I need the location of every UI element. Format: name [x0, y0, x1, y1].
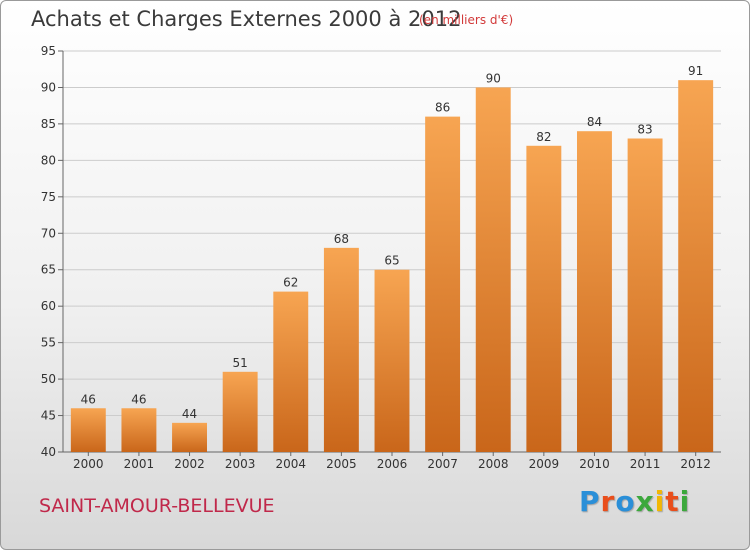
- logo-letter: i: [679, 485, 691, 518]
- data-label: 46: [131, 392, 146, 406]
- y-tick-label: 45: [41, 409, 56, 423]
- y-tick-label: 80: [41, 153, 56, 167]
- bar: [475, 87, 511, 453]
- x-tick-label: 2002: [174, 457, 205, 471]
- x-tick-label: 2007: [427, 457, 458, 471]
- logo-letter: t: [665, 485, 680, 518]
- x-tick-label: 2011: [630, 457, 661, 471]
- x-tick-label: 2012: [680, 457, 711, 471]
- logo-letter: P: [579, 485, 601, 518]
- bar: [323, 247, 359, 452]
- proxiti-logo[interactable]: Proxiti: [579, 485, 690, 518]
- bar: [222, 371, 258, 452]
- data-label: 51: [233, 356, 248, 370]
- x-tick-label: 2005: [326, 457, 357, 471]
- data-label: 91: [688, 64, 703, 78]
- x-tick-label: 2000: [73, 457, 104, 471]
- data-label: 90: [486, 71, 501, 85]
- logo-letter: i: [654, 485, 666, 518]
- bar: [374, 269, 410, 452]
- data-label: 68: [334, 232, 349, 246]
- bar: [678, 80, 714, 452]
- bar: [273, 291, 309, 452]
- data-labels: 46 46 44 51 62 68 65 86 90 82 84 83 91: [81, 64, 704, 421]
- y-tick-label: 65: [41, 263, 56, 277]
- data-label: 44: [182, 407, 197, 421]
- bar: [526, 145, 562, 453]
- y-tick-label: 95: [41, 44, 56, 58]
- y-tick-label: 90: [41, 80, 56, 94]
- bar: [70, 408, 106, 452]
- x-tick-label: 2004: [275, 457, 306, 471]
- y-tick-label: 70: [41, 226, 56, 240]
- data-label: 86: [435, 101, 450, 115]
- logo-letter: o: [615, 485, 636, 518]
- data-label: 65: [384, 254, 399, 268]
- data-label: 83: [637, 122, 652, 136]
- logo-letter: r: [600, 485, 616, 518]
- y-tick-label: 85: [41, 117, 56, 131]
- y-tick-label: 75: [41, 190, 56, 204]
- y-tick-label: 60: [41, 299, 56, 313]
- x-tick-label: 2008: [478, 457, 509, 471]
- chart-title: Achats et Charges Externes 2000 à 2012: [31, 7, 462, 31]
- bar: [172, 422, 208, 452]
- data-label: 46: [81, 392, 96, 406]
- bar: [576, 131, 612, 452]
- y-tick-label: 50: [41, 372, 56, 386]
- data-label: 82: [536, 130, 551, 144]
- logo-letter: x: [635, 485, 655, 518]
- unit-note: (en milliers d'€): [419, 13, 514, 27]
- y-tick-label: 40: [41, 445, 56, 459]
- x-tick-label: 2010: [579, 457, 610, 471]
- data-label: 62: [283, 276, 298, 290]
- x-tick-label: 2006: [377, 457, 408, 471]
- commune-name: SAINT-AMOUR-BELLEVUE: [39, 495, 275, 517]
- x-tick-label: 2009: [529, 457, 560, 471]
- bar: [627, 138, 663, 452]
- bars: [70, 80, 714, 453]
- bar: [121, 408, 157, 452]
- y-tick-label: 55: [41, 336, 56, 350]
- bar: [425, 116, 461, 453]
- x-tick-label: 2003: [225, 457, 256, 471]
- x-tick-label: 2001: [124, 457, 155, 471]
- data-label: 84: [587, 115, 602, 129]
